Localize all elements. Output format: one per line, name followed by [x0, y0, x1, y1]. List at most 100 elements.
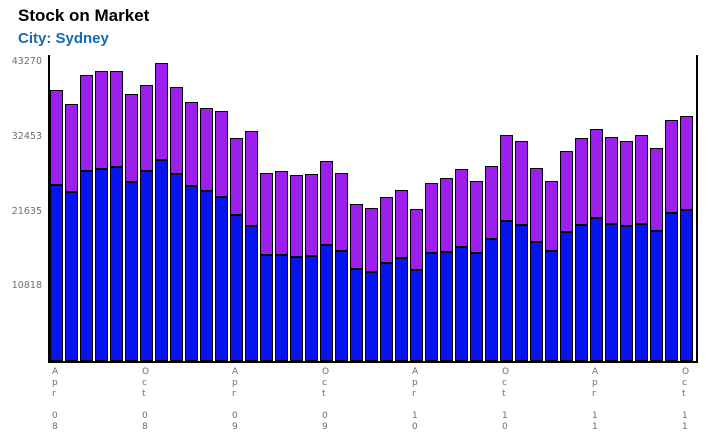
- bar-blue-segment[interactable]: [200, 191, 213, 361]
- bar-purple-segment[interactable]: [50, 90, 63, 185]
- bar-purple-segment[interactable]: [575, 138, 588, 225]
- bar-blue-segment[interactable]: [560, 232, 573, 361]
- bar-aug-09: [290, 175, 303, 361]
- bar-blue-segment[interactable]: [320, 245, 333, 361]
- bar-blue-segment[interactable]: [395, 258, 408, 361]
- bar-purple-segment[interactable]: [530, 168, 543, 242]
- bar-purple-segment[interactable]: [365, 208, 378, 272]
- bar-purple-segment[interactable]: [350, 204, 363, 269]
- bar-purple-segment[interactable]: [440, 178, 453, 252]
- bar-blue-segment[interactable]: [275, 255, 288, 361]
- bar-purple-segment[interactable]: [200, 108, 213, 191]
- bar-purple-segment[interactable]: [665, 120, 678, 213]
- bar-purple-segment[interactable]: [185, 102, 198, 186]
- bar-oct-08: [140, 85, 153, 361]
- bar-blue-segment[interactable]: [140, 171, 153, 361]
- bar-purple-segment[interactable]: [155, 63, 168, 160]
- bar-purple-segment[interactable]: [590, 129, 603, 218]
- bar-purple-segment[interactable]: [305, 174, 318, 256]
- bar-purple-segment[interactable]: [290, 175, 303, 257]
- bar-blue-segment[interactable]: [155, 160, 168, 361]
- bar-blue-segment[interactable]: [245, 226, 258, 361]
- bar-purple-segment[interactable]: [80, 75, 93, 171]
- bar-blue-segment[interactable]: [665, 213, 678, 361]
- bar-purple-segment[interactable]: [140, 85, 153, 171]
- bar-blue-segment[interactable]: [50, 185, 63, 361]
- bar-purple-segment[interactable]: [380, 197, 393, 263]
- bar-blue-segment[interactable]: [470, 253, 483, 361]
- page-title: Stock on Market: [18, 6, 150, 25]
- bar-purple-segment[interactable]: [470, 181, 483, 253]
- bar-blue-segment[interactable]: [260, 255, 273, 361]
- bar-purple-segment[interactable]: [650, 148, 663, 231]
- bar-purple-segment[interactable]: [275, 171, 288, 255]
- bar-purple-segment[interactable]: [515, 141, 528, 225]
- bar-purple-segment[interactable]: [410, 209, 423, 270]
- page-subtitle: City: Sydney: [18, 30, 109, 47]
- bar-purple-segment[interactable]: [170, 87, 183, 174]
- bar-blue-segment[interactable]: [605, 224, 618, 361]
- bar-purple-segment[interactable]: [110, 71, 123, 167]
- bar-blue-segment[interactable]: [680, 210, 693, 361]
- bar-purple-segment[interactable]: [425, 183, 438, 253]
- bar-blue-segment[interactable]: [95, 169, 108, 361]
- bar-purple-segment[interactable]: [500, 135, 513, 221]
- bar-blue-segment[interactable]: [80, 171, 93, 361]
- bar-blue-segment[interactable]: [305, 256, 318, 361]
- bar-blue-segment[interactable]: [410, 270, 423, 361]
- bar-purple-segment[interactable]: [215, 111, 228, 197]
- bar-purple-segment[interactable]: [620, 141, 633, 226]
- bar-blue-segment[interactable]: [335, 251, 348, 361]
- bar-blue-segment[interactable]: [500, 221, 513, 361]
- bar-purple-segment[interactable]: [605, 137, 618, 224]
- bar-purple-segment[interactable]: [680, 116, 693, 210]
- bar-blue-segment[interactable]: [170, 174, 183, 361]
- bar-blue-segment[interactable]: [515, 225, 528, 361]
- bar-blue-segment[interactable]: [575, 225, 588, 361]
- bar-sep-09: [305, 174, 318, 361]
- bar-blue-segment[interactable]: [110, 167, 123, 361]
- bar-blue-segment[interactable]: [530, 242, 543, 361]
- bar-blue-segment[interactable]: [620, 226, 633, 361]
- bar-purple-segment[interactable]: [65, 104, 78, 192]
- bar-blue-segment[interactable]: [440, 252, 453, 361]
- bar-blue-segment[interactable]: [380, 263, 393, 361]
- bar-purple-segment[interactable]: [260, 173, 273, 255]
- bar-blue-segment[interactable]: [125, 182, 138, 361]
- bar-purple-segment[interactable]: [230, 138, 243, 215]
- bar-blue-segment[interactable]: [635, 224, 648, 361]
- bar-blue-segment[interactable]: [545, 251, 558, 361]
- bar-nov-09: [335, 173, 348, 361]
- bar-purple-segment[interactable]: [95, 71, 108, 169]
- bar-purple-segment[interactable]: [125, 94, 138, 182]
- bar-blue-segment[interactable]: [365, 272, 378, 361]
- bar-purple-segment[interactable]: [245, 131, 258, 226]
- bar-blue-segment[interactable]: [290, 257, 303, 361]
- bar-mar-10: [395, 190, 408, 361]
- bar-purple-segment[interactable]: [335, 173, 348, 251]
- bar-aug-08: [110, 71, 123, 361]
- bar-blue-segment[interactable]: [485, 239, 498, 361]
- bar-blue-segment[interactable]: [215, 197, 228, 361]
- bar-blue-segment[interactable]: [230, 215, 243, 361]
- bar-purple-segment[interactable]: [485, 166, 498, 239]
- bar-blue-segment[interactable]: [65, 192, 78, 361]
- bar-purple-segment[interactable]: [320, 161, 333, 245]
- bar-purple-segment[interactable]: [560, 151, 573, 232]
- bar-blue-segment[interactable]: [185, 186, 198, 361]
- bar-purple-segment[interactable]: [395, 190, 408, 258]
- bars-container: [50, 55, 696, 361]
- bar-purple-segment[interactable]: [545, 181, 558, 251]
- bar-blue-segment[interactable]: [425, 253, 438, 361]
- bar-blue-segment[interactable]: [455, 247, 468, 361]
- bar-jun-09: [260, 173, 273, 361]
- bar-blue-segment[interactable]: [650, 231, 663, 361]
- bar-purple-segment[interactable]: [635, 135, 648, 224]
- bar-blue-segment[interactable]: [590, 218, 603, 361]
- bar-purple-segment[interactable]: [455, 169, 468, 247]
- bar-blue-segment[interactable]: [350, 269, 363, 361]
